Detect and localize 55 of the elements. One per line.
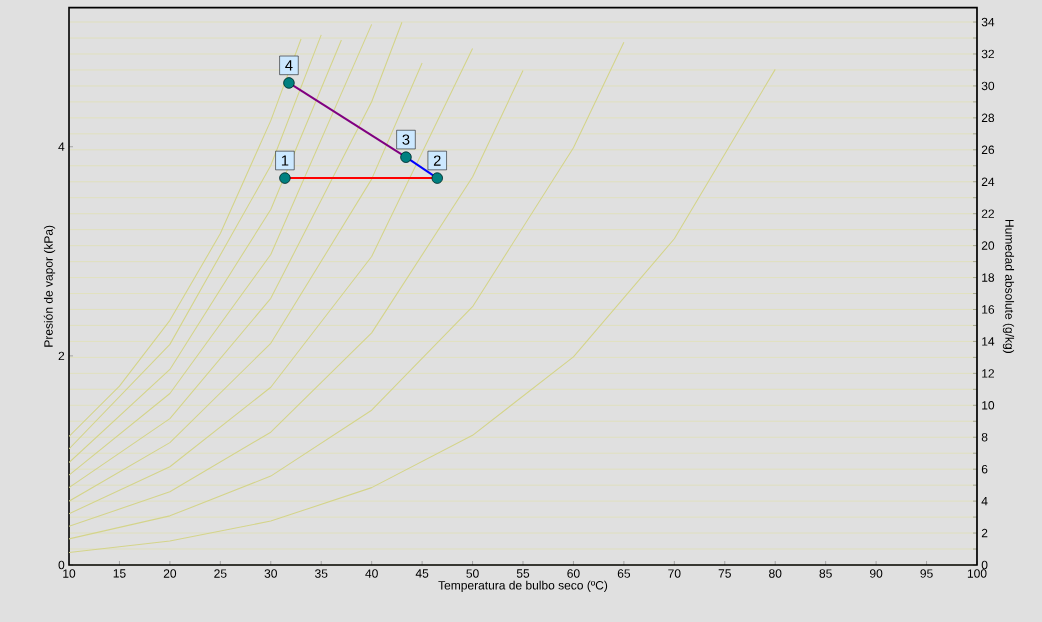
point <box>279 172 291 184</box>
x-tick-label: 10 <box>63 569 76 578</box>
x-tick-label: 35 <box>315 569 328 578</box>
y2-tick-label: 6 <box>981 464 988 474</box>
line-series <box>69 41 625 540</box>
annotation: 2 <box>433 155 441 166</box>
point <box>283 77 295 89</box>
y2-tick-label: 8 <box>981 432 988 442</box>
line-series <box>69 47 474 515</box>
y-tick-label: 4 <box>58 142 65 151</box>
y-tick-label: 2 <box>58 351 65 361</box>
x-axis-title: Temperatura de bulbo seco (ºC) <box>438 580 608 592</box>
y2-tick-label: 26 <box>981 145 995 155</box>
point <box>400 151 412 163</box>
x-tick-label: 55 <box>516 569 530 578</box>
x-tick-label: 50 <box>466 569 479 578</box>
annotation: 3 <box>402 134 410 145</box>
y2-tick-label: 30 <box>981 81 995 91</box>
y2-tick-label: 32 <box>981 49 994 59</box>
y2-tick-label: 10 <box>982 401 995 410</box>
x-tick-label: 40 <box>365 569 378 578</box>
x-tick-label: 65 <box>617 569 631 578</box>
y2-tick-label: 2 <box>981 528 988 538</box>
x-tick-label: 80 <box>769 569 782 578</box>
x-tick-label: 30 <box>264 569 277 578</box>
y2-tick-label: 16 <box>982 305 995 314</box>
x-tick-label: 45 <box>415 569 429 578</box>
line-series <box>69 62 423 502</box>
y2-tick-label: 22 <box>981 209 994 218</box>
y2-tick-label: 0 <box>981 560 988 570</box>
y2-tick-label: 34 <box>981 17 995 27</box>
y2-tick-label: 14 <box>982 337 995 346</box>
y2-tick-label: 18 <box>982 273 995 282</box>
x-tick-label: 100 <box>967 569 987 578</box>
x-tick-label: 85 <box>819 569 832 578</box>
x-tick-label: 25 <box>214 569 227 578</box>
annotation: 4 <box>285 60 293 71</box>
x-tick-label: 95 <box>920 569 933 578</box>
y2-tick-label: 12 <box>982 369 994 378</box>
point <box>431 172 443 184</box>
x-tick-label: 75 <box>718 569 731 578</box>
x-tick-label: 15 <box>113 569 126 578</box>
y2-axis-title: Humedad absolute (g/kg) <box>1002 219 1015 353</box>
y-tick-label: 0 <box>58 560 65 570</box>
y-axis-title: Presión de vapor (kPa) <box>43 225 56 347</box>
line-series <box>69 69 524 527</box>
y2-tick-label: 4 <box>981 496 988 506</box>
y2-tick-label: 20 <box>981 241 995 250</box>
x-tick-label: 60 <box>567 569 580 578</box>
annotation: 1 <box>281 155 289 166</box>
y2-tick-label: 24 <box>981 177 995 186</box>
x-tick-label: 90 <box>870 569 883 578</box>
x-tick-label: 70 <box>668 569 681 578</box>
y2-tick-label: 28 <box>981 113 995 123</box>
x-tick-label: 20 <box>163 569 177 578</box>
